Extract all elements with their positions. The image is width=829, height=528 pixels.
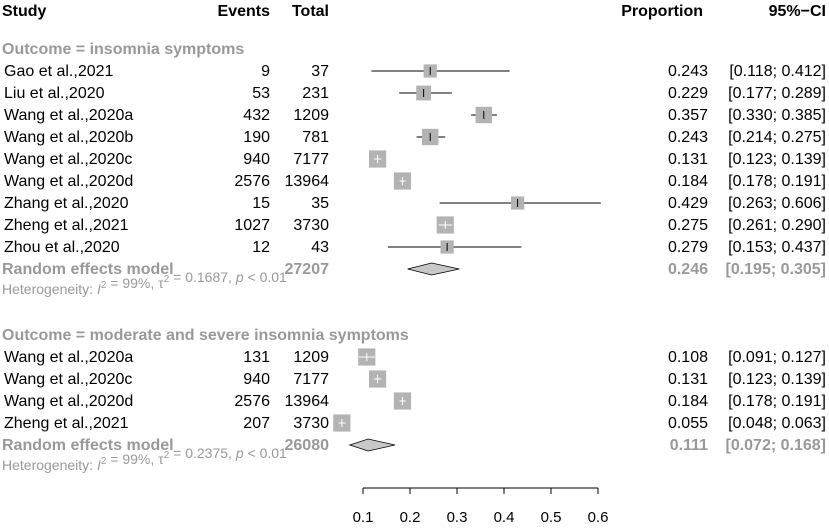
proportion-value: 0.243	[668, 63, 708, 80]
total-value: 43	[311, 239, 329, 256]
events-value: 53	[252, 85, 270, 102]
header-total: Total	[292, 3, 329, 20]
events-value: 131	[243, 349, 270, 366]
ci-value: [0.048; 0.063]	[728, 415, 826, 432]
ci-value: [0.123; 0.139]	[728, 151, 826, 168]
ci-value: [0.118; 0.412]	[729, 63, 826, 80]
proportion-value: 0.357	[668, 107, 708, 124]
study-label: Wang et al.,2020a	[4, 349, 133, 366]
tick-label: 0.6	[588, 509, 609, 526]
pooled-label: Random effects model	[2, 261, 174, 278]
proportion-value: 0.229	[668, 85, 708, 102]
study-label: Wang et al.,2020b	[4, 129, 133, 146]
total-value: 7177	[293, 151, 329, 168]
total-value: 1209	[293, 107, 329, 124]
tick-label: 0.2	[400, 509, 421, 526]
study-label: Zhou et al.,2020	[4, 239, 120, 256]
study-label: Wang et al.,2020a	[4, 107, 133, 124]
total-value: 781	[302, 129, 329, 146]
proportion-value: 0.131	[668, 151, 708, 168]
ci-value: [0.123; 0.139]	[728, 371, 826, 388]
events-value: 2576	[234, 173, 270, 190]
total-value: 13964	[285, 173, 330, 190]
pooled-label: Random effects model	[2, 437, 174, 454]
pooled-ci: [0.072; 0.168]	[725, 437, 826, 454]
ci-value: [0.178; 0.191]	[728, 393, 826, 410]
proportion-value: 0.184	[668, 393, 708, 410]
events-value: 15	[252, 195, 270, 212]
tick-label: 0.5	[541, 509, 562, 526]
header-ci: 95%−CI	[769, 3, 826, 20]
total-value: 37	[311, 63, 329, 80]
header-study: Study	[2, 3, 47, 20]
tick-label: 0.3	[447, 509, 468, 526]
group-title: Outcome = insomnia symptoms	[2, 41, 244, 58]
pooled-ci: [0.195; 0.305]	[725, 261, 826, 278]
events-value: 940	[243, 151, 270, 168]
ci-value: [0.263; 0.606]	[728, 195, 826, 212]
study-label: Liu et al.,2020	[4, 85, 105, 102]
study-label: Wang et al.,2020c	[4, 371, 132, 388]
events-value: 9	[261, 63, 270, 80]
study-label: Zheng et al.,2021	[4, 217, 129, 234]
ci-value: [0.330; 0.385]	[728, 107, 826, 124]
pooled-total: 27207	[285, 261, 330, 278]
proportion-value: 0.184	[668, 173, 708, 190]
total-value: 231	[302, 85, 329, 102]
pooled-diamond	[348, 438, 396, 452]
ci-value: [0.091; 0.127]	[728, 349, 826, 366]
study-label: Gao et al.,2021	[4, 63, 114, 80]
total-value: 3730	[293, 415, 329, 432]
tick-label: 0.1	[353, 509, 374, 526]
heterogeneity-text: Heterogeneity: I2 = 99%, τ2 = 0.2375, p …	[2, 445, 287, 473]
events-value: 1027	[234, 217, 270, 234]
group-title: Outcome = moderate and severe insomnia s…	[2, 327, 409, 344]
study-label: Wang et al.,2020c	[4, 151, 132, 168]
pooled-proportion: 0.111	[670, 437, 708, 454]
header-events: Events	[218, 3, 271, 20]
heterogeneity-text: Heterogeneity: I2 = 99%, τ2 = 0.1687, p …	[2, 269, 287, 297]
total-value: 13964	[285, 393, 330, 410]
study-label: Zheng et al.,2021	[4, 415, 129, 432]
x-axis: 0.1 0.2 0.3 0.4 0.5 0.6	[353, 487, 609, 526]
total-value: 1209	[293, 349, 329, 366]
proportion-value: 0.275	[668, 217, 708, 234]
proportion-value: 0.279	[668, 239, 708, 256]
pooled-total: 26080	[285, 437, 330, 454]
proportion-value: 0.108	[668, 349, 708, 366]
events-value: 940	[243, 371, 270, 388]
proportion-value: 0.243	[668, 129, 708, 146]
pooled-diamond	[407, 262, 460, 276]
tick-label: 0.4	[494, 509, 515, 526]
study-label: Zhang et al.,2020	[4, 195, 129, 212]
study-label: Wang et al.,2020d	[4, 173, 133, 190]
total-value: 35	[311, 195, 329, 212]
ci-value: [0.177; 0.289]	[728, 85, 826, 102]
events-value: 2576	[234, 393, 270, 410]
ci-value: [0.153; 0.437]	[728, 239, 826, 256]
proportion-value: 0.055	[668, 415, 708, 432]
events-value: 12	[252, 239, 270, 256]
events-value: 207	[243, 415, 270, 432]
header-proportion: Proportion	[621, 3, 703, 20]
events-value: 432	[243, 107, 270, 124]
ci-value: [0.261; 0.290]	[728, 217, 826, 234]
proportion-value: 0.429	[668, 195, 708, 212]
ci-value: [0.178; 0.191]	[728, 173, 826, 190]
proportion-value: 0.131	[668, 371, 708, 388]
total-value: 3730	[293, 217, 329, 234]
study-label: Wang et al.,2020d	[4, 393, 133, 410]
pooled-proportion: 0.246	[668, 261, 708, 278]
events-value: 190	[243, 129, 270, 146]
ci-value: [0.214; 0.275]	[728, 129, 826, 146]
total-value: 7177	[293, 371, 329, 388]
